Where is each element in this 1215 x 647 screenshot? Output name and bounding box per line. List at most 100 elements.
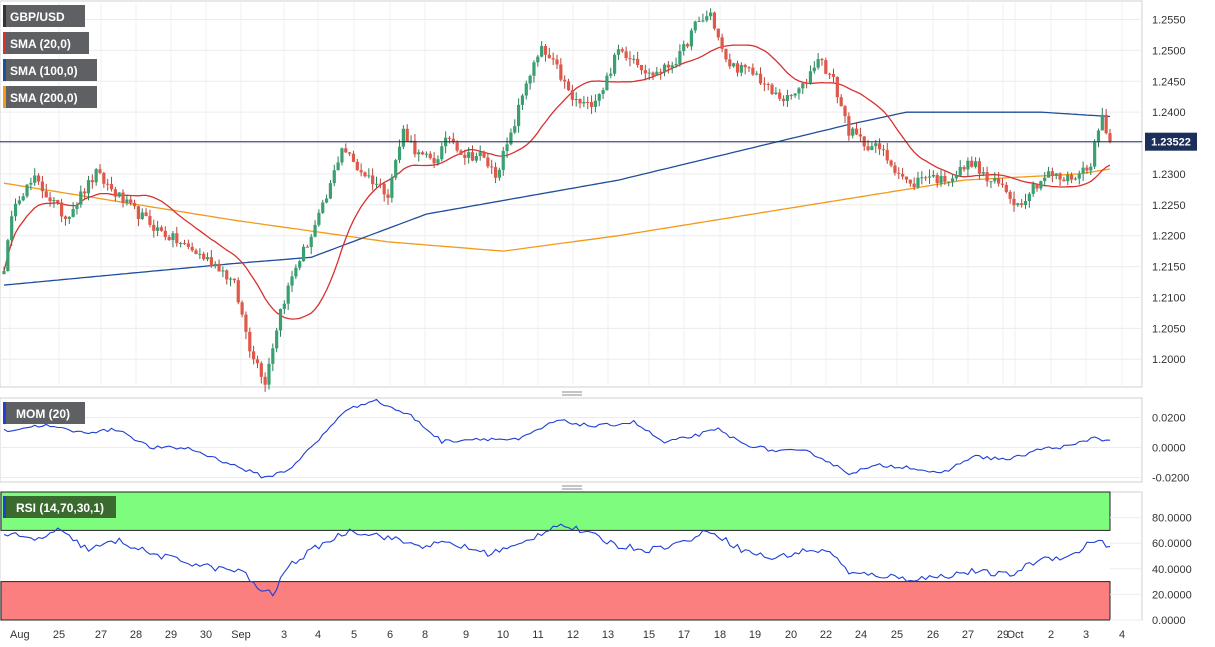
candle-body xyxy=(324,198,329,203)
candle-body xyxy=(109,184,114,190)
candle-body xyxy=(194,250,198,255)
candle-body xyxy=(985,172,989,182)
candle-body xyxy=(566,81,571,91)
candle-body xyxy=(559,64,563,80)
candle-body xyxy=(198,253,202,255)
time-tick-label: 15 xyxy=(643,629,655,641)
candle-body xyxy=(259,363,263,377)
candle-body xyxy=(2,271,6,275)
candle-body xyxy=(997,178,1001,184)
candle-body xyxy=(724,48,728,60)
candle-body xyxy=(870,146,874,151)
candle-body xyxy=(639,65,644,71)
panel-resize-handle-2[interactable] xyxy=(562,485,582,490)
candle-body xyxy=(278,308,283,331)
candle-body xyxy=(601,90,605,95)
candle-body xyxy=(793,93,797,96)
candle-body xyxy=(632,58,636,60)
candle-body xyxy=(739,64,743,73)
candle-body xyxy=(697,20,701,22)
candle-body xyxy=(1108,133,1112,142)
candle-body xyxy=(693,21,697,31)
time-tick-label: 12 xyxy=(567,629,579,641)
candle-body xyxy=(463,154,467,158)
candle-body xyxy=(705,16,709,21)
candle-body xyxy=(501,150,505,170)
candle-body xyxy=(52,200,56,202)
candle-body xyxy=(893,165,897,173)
candle-body xyxy=(789,95,793,97)
candle-body xyxy=(931,175,935,177)
rsi-overbought-zone xyxy=(0,491,1111,531)
price-plot-area xyxy=(0,0,1143,388)
candle-body xyxy=(305,246,309,248)
candle-body xyxy=(966,160,970,170)
candle-body xyxy=(175,233,179,244)
legend-item-sma20: SMA (20,0) xyxy=(3,32,89,54)
candle-body xyxy=(901,173,905,177)
price-tick-label: 1.2550 xyxy=(1152,15,1186,27)
rsi-tick-label: 20.0000 xyxy=(1152,589,1192,601)
candles xyxy=(2,8,1112,392)
time-tick-label: Oct xyxy=(1006,629,1023,641)
candle-body xyxy=(1004,184,1008,193)
candle-body xyxy=(808,71,813,84)
candle-body xyxy=(40,181,45,192)
candle-body xyxy=(386,194,390,198)
candle-body xyxy=(651,72,655,76)
sma100-label: SMA (100,0) xyxy=(10,64,78,78)
candle-body xyxy=(482,152,486,158)
candle-body xyxy=(29,182,33,185)
candle-body xyxy=(94,169,98,183)
candle-body xyxy=(1031,184,1035,194)
candle-body xyxy=(48,197,52,202)
candle-body xyxy=(493,167,498,178)
legend-item-mom: MOM (20) xyxy=(3,402,85,424)
candle-body xyxy=(321,202,325,213)
time-tick-label: 8 xyxy=(422,629,428,641)
rsi-label: RSI (14,70,30,1) xyxy=(16,501,104,515)
candle-body xyxy=(927,176,932,178)
mom-label: MOM (20) xyxy=(16,407,70,421)
candle-body xyxy=(712,12,717,29)
candle-body xyxy=(916,177,920,187)
candle-body xyxy=(182,243,187,245)
candle-body xyxy=(363,172,367,177)
candle-body xyxy=(762,83,766,85)
candle-body xyxy=(662,64,667,73)
legend-item-sma100: SMA (100,0) xyxy=(3,59,97,81)
candle-body xyxy=(831,73,836,77)
candle-body xyxy=(490,166,494,168)
candle-body xyxy=(616,49,621,55)
candle-body xyxy=(505,144,509,151)
candle-body xyxy=(129,199,133,203)
candle-body xyxy=(436,159,440,164)
candle-body xyxy=(282,303,286,309)
candle-body xyxy=(17,200,21,204)
time-tick-label: 17 xyxy=(678,629,690,641)
candle-body xyxy=(824,60,828,74)
time-axis: Aug 25 27 28 29 30 Sep 3 4 5 6 8 9 10 11 12 13 15 17 18 19 20… xyxy=(10,629,1125,641)
candle-body xyxy=(13,203,18,217)
candle-body xyxy=(701,20,705,22)
time-tick-label: 6 xyxy=(387,629,393,641)
time-tick-label: 25 xyxy=(891,629,903,641)
candle-body xyxy=(371,175,375,185)
candle-body xyxy=(628,58,632,60)
candle-body xyxy=(866,146,870,151)
panel-resize-handle-1[interactable] xyxy=(562,391,582,396)
candle-body xyxy=(405,128,409,142)
candle-body xyxy=(709,12,713,17)
candle-body xyxy=(455,142,459,151)
symbol-label: GBP/USD xyxy=(10,10,65,24)
candle-body xyxy=(351,153,356,162)
candle-body xyxy=(778,92,782,99)
candle-body xyxy=(1000,183,1005,185)
candle-body xyxy=(885,150,889,161)
candle-body xyxy=(682,44,686,52)
candle-body xyxy=(336,162,340,171)
legend: GBP/USD SMA (20,0) SMA (100,0) SMA (200,… xyxy=(3,5,116,518)
candle-body xyxy=(1085,167,1089,171)
rsi-line xyxy=(3,523,1111,597)
current-price-tag xyxy=(1145,132,1197,151)
